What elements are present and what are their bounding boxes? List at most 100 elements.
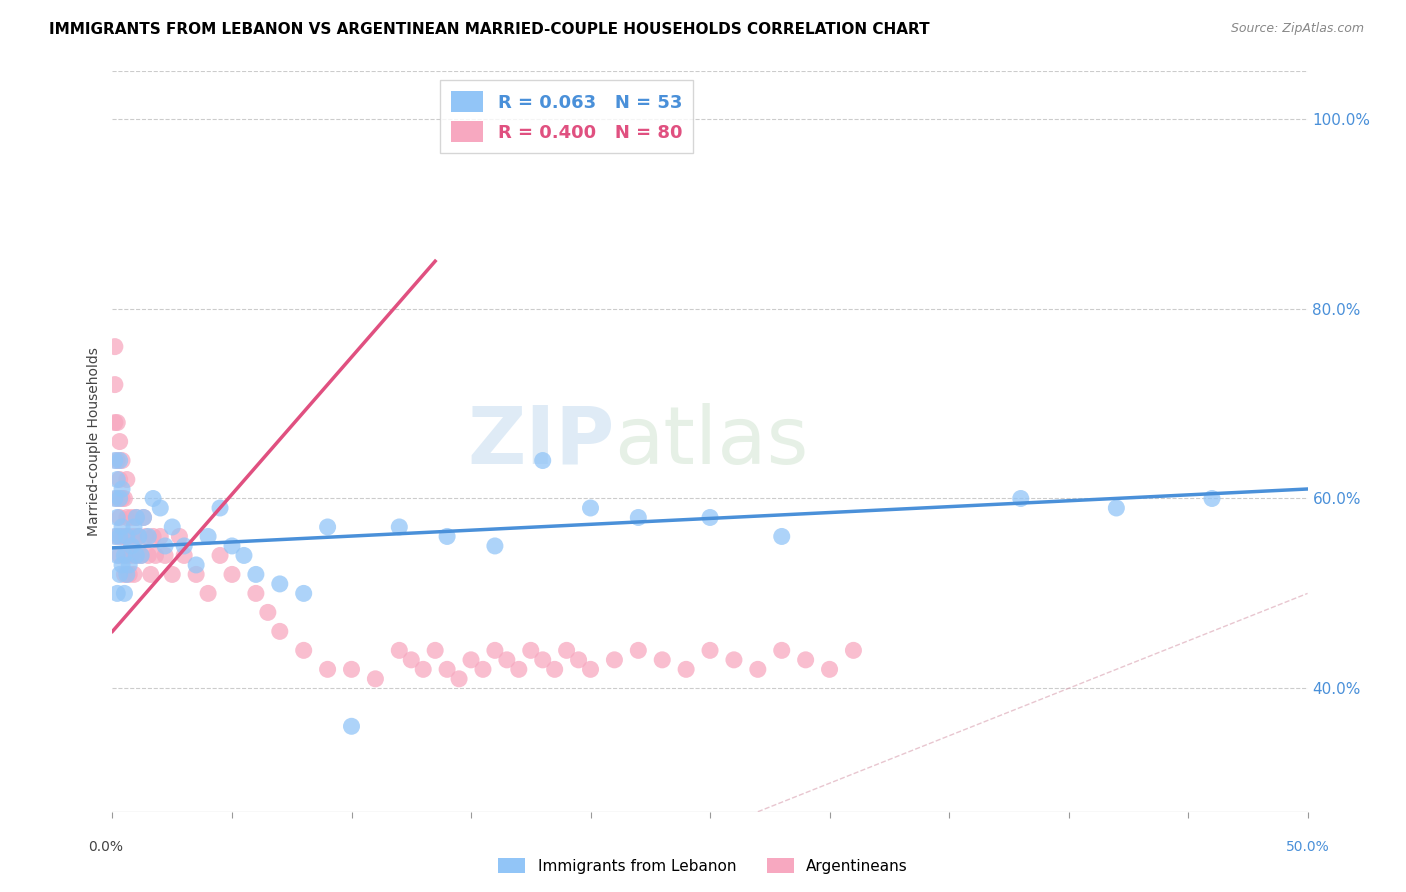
Point (115, 549, 138, 563)
Text: ZIP: ZIP (467, 402, 614, 481)
Point (108, 473, 131, 487)
Point (125, 510, 148, 524)
Point (132, 510, 155, 524)
Point (436, 662, 458, 676)
Point (484, 643, 506, 657)
Point (111, 529, 134, 543)
Point (108, 434, 131, 449)
Point (316, 520, 339, 534)
Legend: R = 0.063   N = 53, R = 0.400   N = 80: R = 0.063 N = 53, R = 0.400 N = 80 (440, 80, 693, 153)
Point (111, 520, 134, 534)
Point (269, 577, 291, 591)
Point (105, 586, 128, 600)
Point (460, 653, 482, 667)
Point (132, 510, 155, 524)
Point (186, 567, 208, 582)
Point (1201, 491, 1223, 506)
Point (173, 549, 195, 563)
Point (197, 586, 219, 600)
Point (108, 549, 131, 563)
Point (145, 549, 167, 563)
Legend: Immigrants from Lebanon, Argentineans: Immigrants from Lebanon, Argentineans (492, 852, 914, 880)
Point (555, 643, 578, 657)
Point (114, 586, 135, 600)
Point (111, 491, 134, 506)
Point (508, 662, 530, 676)
Text: 50.0%: 50.0% (1285, 840, 1330, 855)
Point (245, 567, 267, 582)
Point (115, 473, 138, 487)
Point (125, 549, 148, 563)
Point (364, 672, 387, 686)
Point (105, 529, 128, 543)
Point (531, 653, 554, 667)
Point (104, 529, 127, 543)
Point (114, 529, 135, 543)
Point (105, 549, 128, 563)
Point (520, 643, 543, 657)
Point (122, 567, 145, 582)
Point (108, 491, 131, 506)
Point (114, 549, 135, 563)
Point (129, 549, 152, 563)
Point (118, 558, 141, 572)
Point (186, 558, 208, 572)
Point (531, 453, 554, 467)
Point (699, 643, 721, 657)
Point (128, 529, 150, 543)
Point (122, 520, 145, 534)
Point (269, 624, 291, 639)
Point (118, 529, 141, 543)
Point (543, 662, 565, 676)
Point (447, 672, 470, 686)
Point (496, 653, 519, 667)
Point (104, 416, 127, 430)
Point (149, 500, 172, 515)
Point (197, 529, 219, 543)
Point (221, 567, 243, 582)
Point (1105, 500, 1128, 515)
Point (115, 567, 138, 582)
Point (162, 520, 183, 534)
Point (603, 653, 626, 667)
Point (316, 662, 339, 676)
Point (128, 529, 150, 543)
Point (472, 662, 495, 676)
Point (121, 510, 143, 524)
Point (233, 549, 256, 563)
Point (388, 643, 411, 657)
Point (292, 586, 315, 600)
Point (114, 491, 135, 506)
Point (209, 500, 232, 515)
Point (111, 453, 134, 467)
Point (104, 491, 127, 506)
Point (173, 539, 195, 553)
Point (111, 482, 134, 496)
Point (568, 653, 591, 667)
Point (122, 529, 145, 543)
Point (108, 567, 131, 582)
Point (121, 549, 143, 563)
Point (115, 510, 138, 524)
Point (153, 539, 176, 553)
Point (118, 567, 141, 582)
Point (115, 529, 138, 543)
Point (104, 377, 127, 392)
Point (149, 529, 172, 543)
Point (770, 643, 793, 657)
Point (125, 549, 148, 563)
Point (579, 500, 602, 515)
Point (105, 491, 128, 506)
Point (105, 473, 128, 487)
Point (484, 539, 506, 553)
Text: 0.0%: 0.0% (87, 840, 122, 855)
Point (108, 529, 131, 543)
Point (627, 643, 650, 657)
Point (142, 491, 165, 506)
Point (111, 558, 134, 572)
Point (627, 510, 650, 524)
Point (138, 529, 160, 543)
Point (340, 719, 363, 733)
Point (114, 567, 135, 582)
Point (747, 662, 769, 676)
